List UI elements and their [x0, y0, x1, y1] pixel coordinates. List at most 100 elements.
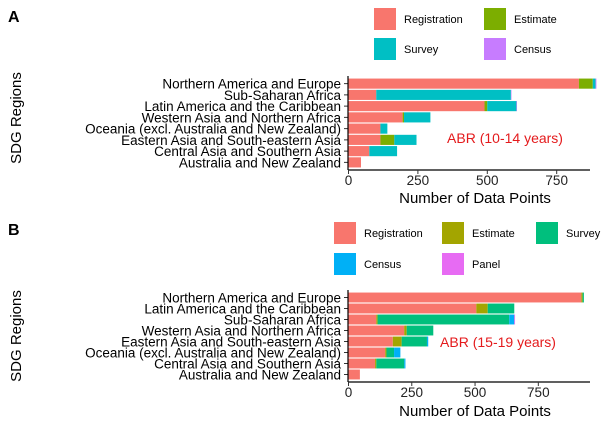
y-tick-label: Oceania (excl. Australia and New Zealand… — [85, 346, 341, 361]
chart-panel-b: B Registration Estimate Survey Census Panel No… — [8, 222, 601, 420]
legend-item: Registration — [334, 222, 423, 244]
bar-segment-survey — [401, 336, 427, 347]
legend-swatch — [442, 222, 464, 244]
bar-segment-registration — [348, 358, 376, 369]
bar-segment-estimate — [385, 347, 387, 358]
bar-segment-survey — [582, 292, 584, 303]
legend-swatch — [374, 38, 396, 60]
legend-label: Census — [514, 44, 552, 56]
bar-segment-registration — [348, 146, 370, 157]
bar-segment-estimate — [392, 336, 402, 347]
panel-label: B — [8, 222, 20, 239]
bar-segment-census — [595, 78, 597, 89]
x-tick-label: 0 — [345, 173, 353, 188]
annotation: ABR (10-14 years) — [447, 130, 563, 146]
bar-segment-survey — [592, 78, 596, 89]
bar-segment-estimate — [484, 101, 488, 112]
y-axis-title: SDG Regions — [8, 290, 25, 382]
y-tick-label: Central Asia and Southern Asia — [154, 144, 341, 159]
panel-label: A — [8, 9, 20, 26]
bar-segment-census — [426, 336, 429, 347]
y-tick-label: Western Asia and Northern Africa — [142, 324, 342, 339]
legend-label: Registration — [404, 14, 463, 26]
bar-segment-survey — [404, 112, 431, 123]
y-tick-label: Latin America and the Caribbean — [144, 302, 341, 317]
y-tick-label: Latin America and the Caribbean — [144, 99, 341, 114]
y-tick-label: Northern America and Europe — [162, 77, 341, 92]
bar-segment-registration — [348, 78, 579, 89]
bar-segment-survey — [376, 358, 405, 369]
bar-segment-survey — [406, 325, 434, 336]
legend-item: Estimate — [442, 222, 515, 244]
legend-swatch — [334, 222, 356, 244]
bar-segment-registration — [348, 157, 361, 168]
legend-label: Census — [364, 259, 402, 271]
y-tick-label: Australia and New Zealand — [179, 368, 341, 383]
bar-segment-survey — [369, 146, 398, 157]
chart-panel-a: A Registration Estimate Survey Census Norther… — [8, 8, 597, 207]
bar-segment-estimate — [376, 314, 378, 325]
legend-swatch — [536, 222, 558, 244]
bar-segment-survey — [377, 314, 510, 325]
bar-segment-registration — [348, 292, 582, 303]
bar-segment-estimate — [581, 292, 583, 303]
legend-label: Survey — [404, 44, 439, 56]
y-tick-label: Oceania (excl. Australia and New Zealand… — [85, 122, 341, 137]
bar-segment-census — [516, 101, 518, 112]
bar-segment-estimate — [404, 325, 407, 336]
x-tick-label: 500 — [464, 385, 487, 400]
bar-segment-survey — [376, 89, 511, 100]
y-tick-label: Western Asia and Northern Africa — [142, 110, 342, 125]
bar-segment-registration — [348, 314, 377, 325]
legend-item: Registration — [374, 8, 463, 30]
legend-item: Estimate — [484, 8, 557, 30]
legend-swatch — [334, 253, 356, 275]
bar-segment-survey — [386, 347, 395, 358]
x-tick-label: 500 — [476, 173, 499, 188]
x-tick-label: 0 — [345, 385, 353, 400]
y-tick-label: Australia and New Zealand — [179, 155, 341, 170]
y-axis-title: SDG Regions — [8, 72, 25, 164]
legend-item: Census — [484, 38, 552, 60]
y-tick-label: Northern America and Europe — [162, 291, 341, 306]
x-axis-title: Number of Data Points — [399, 403, 551, 420]
legend-label: Survey — [566, 228, 601, 240]
bar-segment-registration — [348, 112, 403, 123]
bar-segment-registration — [348, 347, 386, 358]
bar-segment-survey — [487, 303, 515, 314]
legend-item: Panel — [442, 253, 500, 275]
legend-swatch — [374, 8, 396, 30]
legend-label: Panel — [472, 259, 500, 271]
y-tick-label: Eastern Asia and South-eastern Asia — [121, 335, 341, 350]
legend-swatch — [484, 38, 506, 60]
bar-segment-registration — [348, 336, 393, 347]
x-tick-label: 750 — [545, 173, 568, 188]
legend-item: Survey — [536, 222, 601, 244]
legend-swatch — [484, 8, 506, 30]
bar-segment-census — [510, 89, 512, 100]
legend-item: Survey — [374, 38, 439, 60]
x-tick-label: 250 — [401, 385, 424, 400]
bar-segment-registration — [348, 89, 377, 100]
bar-segment-estimate — [375, 358, 377, 369]
bar-segment-census — [509, 314, 515, 325]
x-tick-label: 750 — [527, 385, 550, 400]
bar-segment-census — [394, 347, 401, 358]
y-tick-label: Eastern Asia and South-eastern Asia — [121, 133, 341, 148]
y-tick-label: Central Asia and Southern Asia — [154, 357, 341, 372]
legend-swatch — [442, 253, 464, 275]
bar-segment-registration — [348, 369, 360, 380]
bar-segment-estimate — [578, 78, 593, 89]
bar-segment-registration — [348, 101, 485, 112]
x-tick-label: 250 — [407, 173, 430, 188]
legend-label: Registration — [364, 228, 423, 240]
bar-segment-estimate — [476, 303, 488, 314]
legend-item: Census — [334, 253, 402, 275]
bar-segment-survey — [394, 134, 417, 145]
bar-segment-survey — [487, 101, 517, 112]
bar-segment-registration — [348, 325, 405, 336]
bar-segment-survey — [380, 123, 388, 134]
legend-label: Estimate — [514, 14, 557, 26]
bar-segment-census — [404, 358, 406, 369]
